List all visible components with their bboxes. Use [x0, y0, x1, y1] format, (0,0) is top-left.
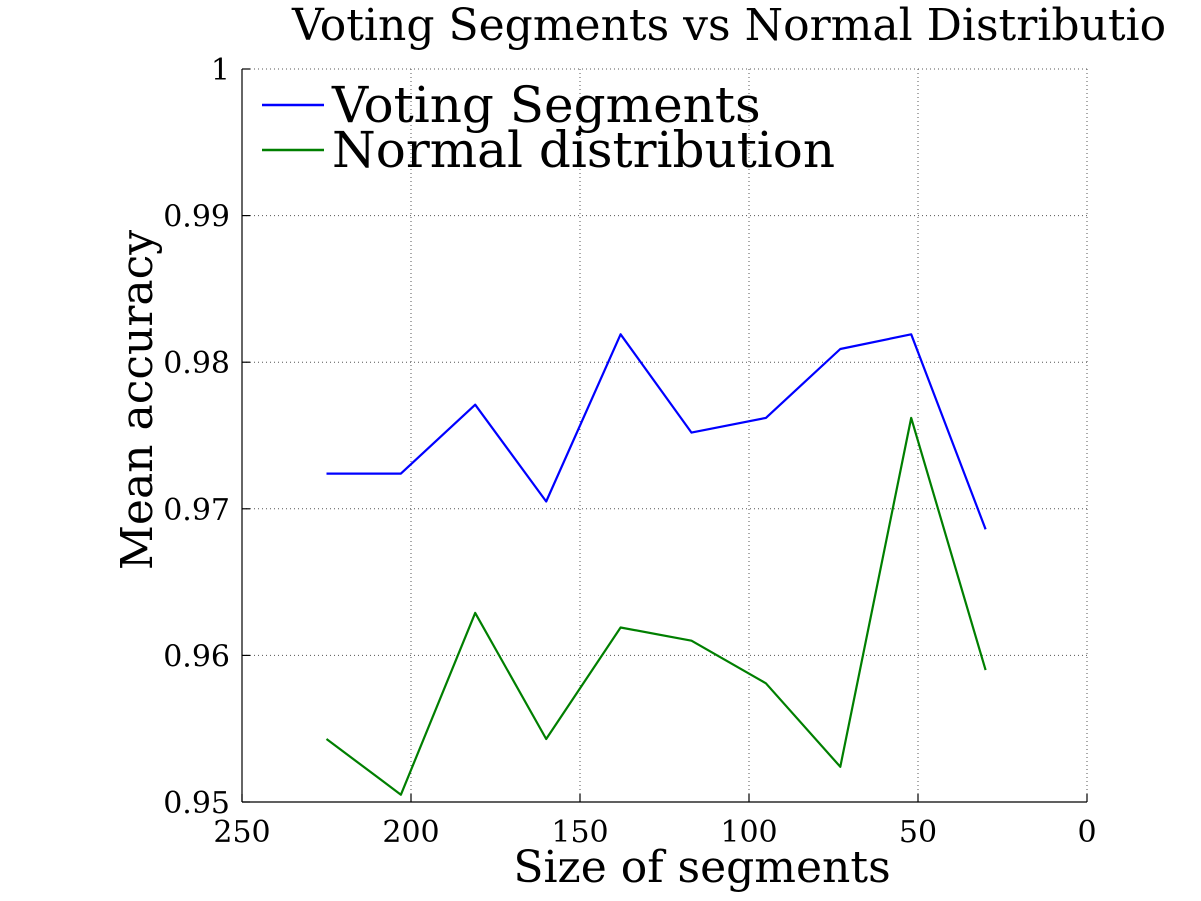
y-tick-label: 0.95 — [163, 786, 230, 821]
y-tick-label: 0.98 — [163, 346, 230, 381]
tick-labels: 250 200 150 100 50 0 0.95 0.96 0.97 0.98 0.99 1 — [163, 53, 1096, 850]
x-tick-label: 50 — [899, 815, 937, 850]
x-tick-label: 250 — [213, 815, 270, 850]
legend-label: Normal distribution — [332, 121, 835, 179]
series-line-2 — [325, 416, 987, 796]
x-tick-label: 0 — [1077, 815, 1096, 850]
y-tick-label: 0.99 — [163, 200, 230, 235]
x-tick-label: 100 — [720, 815, 777, 850]
chart-title: Voting Segments vs Normal Distributio — [291, 0, 1166, 51]
series-line-1 — [326, 333, 987, 530]
x-tick-label: 150 — [551, 815, 608, 850]
y-tick-label: 0.97 — [163, 493, 230, 528]
plot-axes — [241, 68, 1088, 803]
grid-lines — [242, 68, 1088, 802]
x-tick-label: 200 — [382, 815, 439, 850]
data-series — [325, 333, 987, 796]
x-axis-title: Size of segments — [513, 842, 890, 893]
y-tick-label: 0.96 — [163, 639, 230, 674]
y-tick-label: 1 — [211, 53, 230, 88]
legend-label: Voting Segments — [331, 76, 761, 134]
y-axis-title: Mean accuracy — [112, 230, 163, 570]
